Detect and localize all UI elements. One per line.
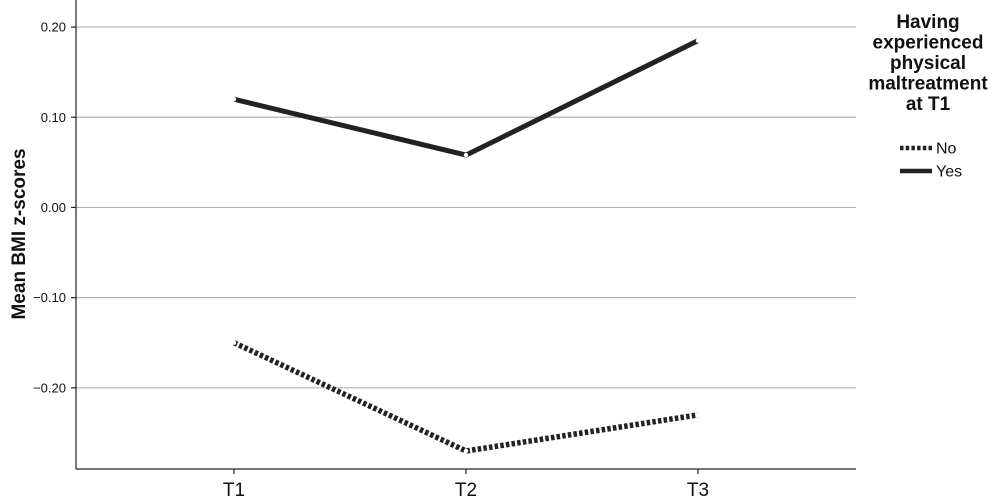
series-lines [231,38,701,454]
y-tick-label: 0.10 [41,110,66,125]
legend-title-line: Having [896,12,959,33]
legend-title-line: physical [890,53,966,74]
data-point-yes [463,152,469,158]
data-point-no [231,340,237,345]
grid-lines [76,26,856,389]
data-point-yes [695,38,701,43]
x-tick-label: T1 [223,480,245,501]
legend-label-no: No [936,141,957,158]
legend-title-line: maltreatment [868,74,988,95]
legend: Havingexperiencedphysicalmaltreatmentat … [868,12,988,181]
legend-title-line: at T1 [906,94,951,115]
data-point-no [695,412,701,418]
legend-title-line: experienced [873,33,984,54]
x-tick-label: T3 [687,480,709,501]
x-tick-label: T2 [455,480,477,501]
y-axis-label: Mean BMI z-scores [9,148,30,319]
y-tick-label: 0.00 [41,200,66,215]
series-line-yes [233,38,700,158]
y-tick-labels: 0.20 0.10 0.00 −0.10 −0.20 [33,20,76,395]
legend-label-yes: Yes [936,164,962,181]
y-tick-label: −0.10 [33,290,66,305]
y-tick-label: −0.20 [33,380,66,395]
data-point-yes [231,97,237,102]
axes [75,0,856,470]
y-tick-label: 0.20 [41,20,66,35]
x-tick-labels: T1 T2 T3 [223,469,709,501]
series-line-no [232,340,699,454]
data-point-no [463,448,469,454]
